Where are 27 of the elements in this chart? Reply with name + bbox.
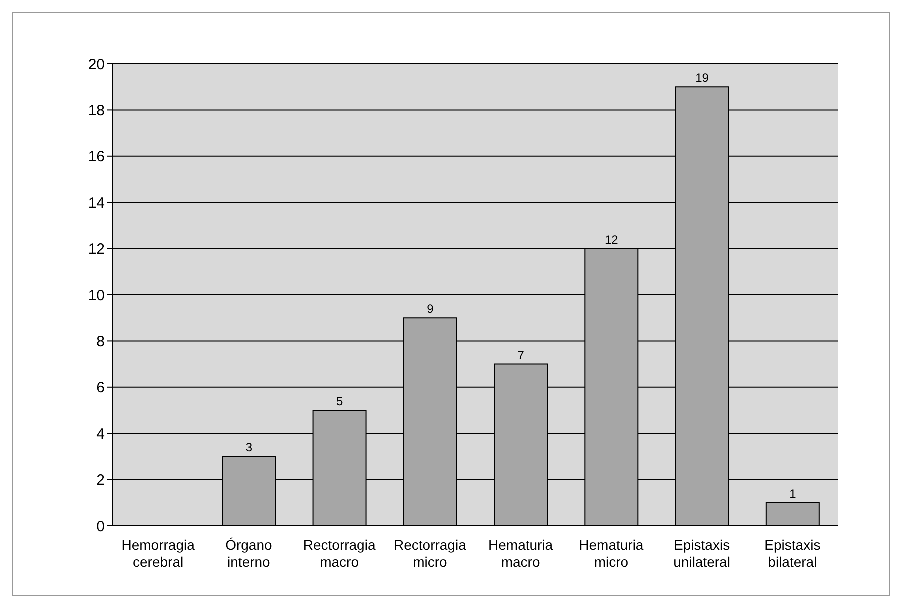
x-tick-label: Hemorragia cerebral xyxy=(122,537,196,570)
y-tick-label: 20 xyxy=(88,56,105,74)
x-tick-label: Epistaxis unilateral xyxy=(674,537,730,570)
y-tick-label: 2 xyxy=(96,472,105,490)
y-tick-label: 10 xyxy=(88,287,105,304)
data-label: 1 xyxy=(790,486,797,501)
data-label: 7 xyxy=(518,348,525,362)
y-tick-label: 0 xyxy=(96,518,105,536)
x-tick-label: Hematuria micro xyxy=(579,537,644,570)
x-tick-label: Epistaxis bilateral xyxy=(764,537,821,570)
x-tick-label: Hematuria macro xyxy=(488,537,554,570)
x-tick-label: Rectorragia micro xyxy=(394,537,467,570)
y-tick-label: 8 xyxy=(96,334,105,351)
data-label: 5 xyxy=(336,394,344,408)
y-tick-label: 16 xyxy=(88,148,105,166)
y-tick-label: 18 xyxy=(88,102,105,120)
y-tick-label: 12 xyxy=(88,241,105,258)
data-label: 3 xyxy=(246,440,253,455)
data-label: 12 xyxy=(604,232,619,247)
x-tick-label: Órgano interno xyxy=(226,537,272,570)
data-label: 19 xyxy=(696,71,710,86)
y-tick-label: 14 xyxy=(88,194,105,212)
y-tick-label: 6 xyxy=(96,380,105,397)
x-tick-label: Rectorragia macro xyxy=(303,537,376,570)
y-tick-label: 4 xyxy=(96,426,105,443)
data-label: 9 xyxy=(427,302,434,316)
bar xyxy=(766,502,820,526)
